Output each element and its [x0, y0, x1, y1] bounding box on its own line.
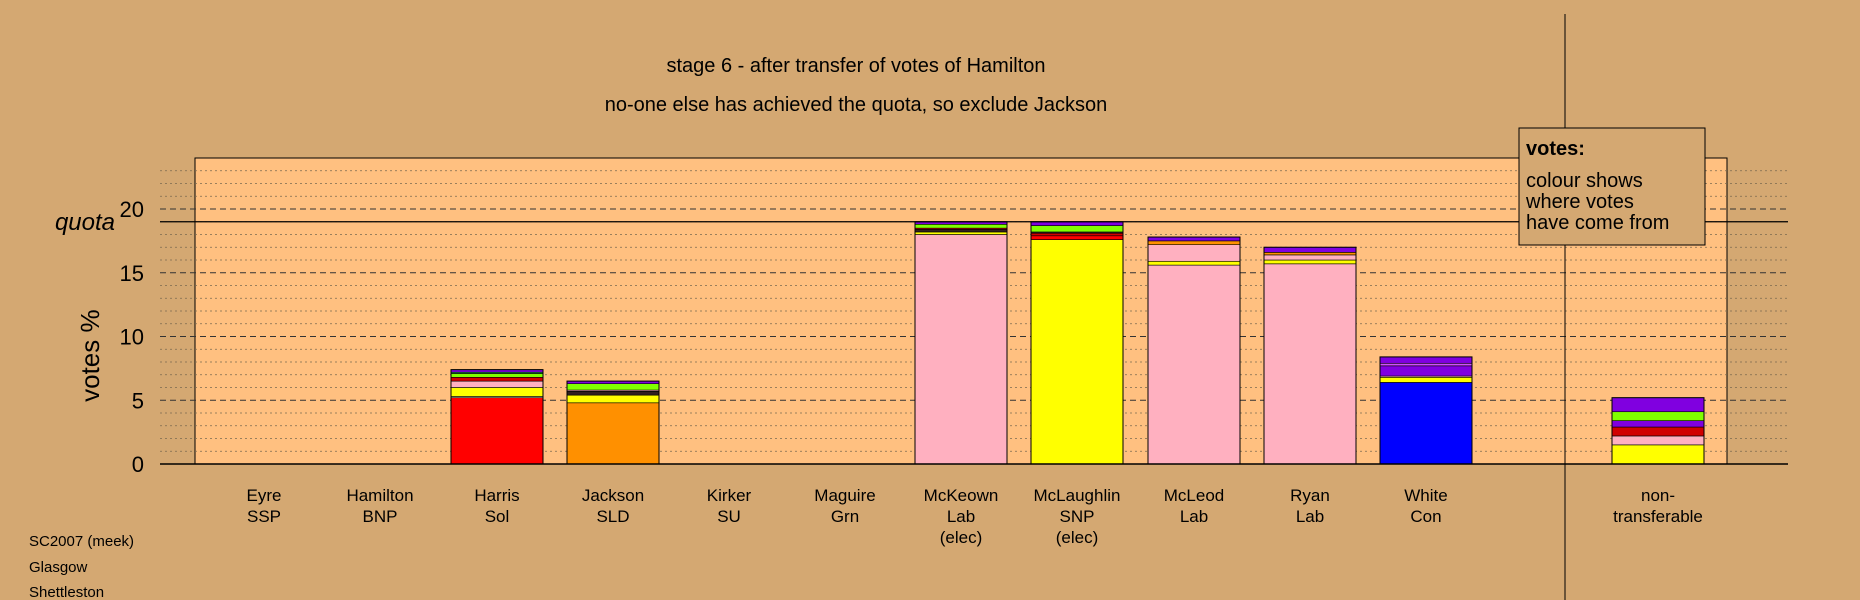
bar-segment: [1030, 225, 1124, 233]
bar-segment: [914, 224, 1008, 229]
x-tick-label: Grn: [831, 507, 859, 526]
y-tick-label: 5: [132, 388, 144, 413]
bar-segment: [1379, 382, 1473, 465]
bar-segment: [1147, 236, 1241, 242]
legend: votes: colour shows where votes have com…: [1518, 127, 1706, 246]
quota-label: quota: [55, 209, 115, 236]
x-tick-label: Jackson: [582, 486, 644, 505]
bar-segment: [450, 380, 544, 388]
x-tick-label: SNP: [1060, 507, 1095, 526]
bar-segment: [450, 397, 544, 465]
bar-segment: [1147, 260, 1241, 266]
bar-segment: [566, 394, 660, 404]
x-tick-label: Sol: [485, 507, 510, 526]
bar-segment: [914, 229, 1008, 233]
chart-subtitle: no-one else has achieved the quota, so e…: [605, 94, 1108, 116]
x-tick-label: White: [1404, 486, 1447, 505]
x-tick-label: Con: [1410, 507, 1441, 526]
bar-segment: [1263, 263, 1357, 465]
legend-line: where votes: [1525, 191, 1634, 213]
footer-line: SC2007 (meek): [29, 533, 134, 550]
bar-segment: [1147, 244, 1241, 262]
bar-segment: [1611, 397, 1705, 413]
bars: [450, 221, 1705, 465]
footer: SC2007 (meek) Glasgow Shettleston: [29, 533, 134, 600]
bar-segment: [1030, 235, 1124, 240]
y-axis: 0 5 10 15 20: [120, 197, 144, 477]
footer-line: Glasgow: [29, 559, 88, 576]
bar-segment: [1263, 259, 1357, 265]
x-axis-labels: Eyre SSP Hamilton BNP Harris Sol Jackson SLD Kir…: [247, 486, 1703, 547]
x-tick-label: Lab: [1180, 507, 1208, 526]
x-tick-label: Hamilton: [346, 486, 413, 505]
x-tick-label: SLD: [596, 507, 629, 526]
bar-segment: [1147, 264, 1241, 465]
bar-segment: [1379, 362, 1473, 367]
bar-segment: [1379, 365, 1473, 377]
x-tick-label: Lab: [1296, 507, 1324, 526]
x-tick-label: Harris: [474, 486, 519, 505]
legend-title: votes:: [1526, 138, 1585, 160]
x-tick-label: Maguire: [814, 486, 875, 505]
bar-segment: [1030, 232, 1124, 237]
bar-segment: [1611, 411, 1705, 421]
bar-segment: [1611, 426, 1705, 437]
legend-line: have come from: [1526, 212, 1669, 234]
bar-segment: [1263, 254, 1357, 261]
bar-segment: [1147, 240, 1241, 246]
bar-segment: [450, 376, 544, 382]
x-tick-label: McLeod: [1164, 486, 1224, 505]
bar-segment: [1030, 239, 1124, 465]
legend-box: [1518, 127, 1706, 246]
y-tick-label: 0: [132, 452, 144, 477]
bar-segment: [1379, 356, 1473, 364]
bar-segment: [1263, 252, 1357, 256]
x-tick-label: Eyre: [247, 486, 282, 505]
legend-line: colour shows: [1526, 170, 1643, 192]
bar-segment: [1611, 420, 1705, 428]
x-tick-label: (elec): [940, 528, 983, 547]
bar-segment: [914, 231, 1008, 235]
bar-segment: [1611, 435, 1705, 446]
x-tick-label: Ryan: [1290, 486, 1330, 505]
bar-segment: [566, 391, 660, 396]
x-tick-label: BNP: [363, 507, 398, 526]
bar-segment: [1263, 246, 1357, 253]
bar-segment: [1611, 444, 1705, 465]
x-tick-label: McLaughlin: [1034, 486, 1121, 505]
x-tick-label: Lab: [947, 507, 975, 526]
bar-segment: [1379, 376, 1473, 383]
bar-segment: [450, 387, 544, 397]
bar-segment: [566, 383, 660, 391]
bar-segment: [450, 373, 544, 378]
y-axis-title: votes %: [75, 309, 105, 402]
x-tick-label: Kirker: [707, 486, 752, 505]
chart-title: stage 6 - after transfer of votes of Ham…: [666, 55, 1045, 77]
x-tick-label: transferable: [1613, 507, 1703, 526]
x-tick-label: (elec): [1056, 528, 1099, 547]
bar-segment: [914, 234, 1008, 465]
bar-segment: [566, 402, 660, 465]
x-tick-label: non-: [1641, 486, 1675, 505]
x-tick-label: McKeown: [924, 486, 999, 505]
footer-line: Shettleston: [29, 584, 104, 600]
x-tick-label: SSP: [247, 507, 281, 526]
y-tick-label: 20: [120, 197, 144, 222]
x-tick-label: SU: [717, 507, 741, 526]
y-tick-label: 10: [120, 325, 144, 350]
y-tick-label: 15: [120, 261, 144, 286]
